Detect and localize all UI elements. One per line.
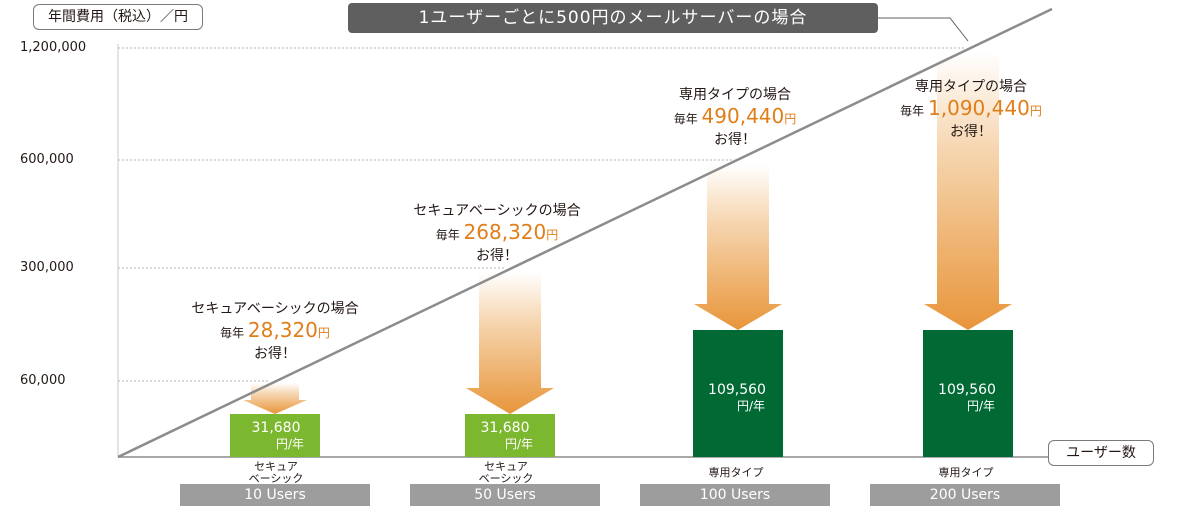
y-tick-60000: 60,000 <box>20 373 66 388</box>
savings-amount-row: 毎年 1,090,440円 <box>858 96 1084 123</box>
bar-value: 31,680 <box>480 420 530 436</box>
savings-amount: 28,320 <box>247 318 318 342</box>
savings-plan: セキュアベーシックの場合 <box>413 203 581 219</box>
bar-label-50-users: 31,680 円/年 <box>460 420 550 451</box>
savings-suffix: お得！ <box>714 132 756 148</box>
savings-annotation-10-users: セキュアベーシックの場合 毎年 28,320円 お得！ <box>170 300 380 363</box>
savings-amount-row: 毎年 490,440円 <box>630 104 840 131</box>
savings-plan: 専用タイプの場合 <box>915 79 1027 95</box>
category-line: 専用タイプ <box>938 466 994 479</box>
savings-annotation-100-users: 専用タイプの場合 毎年 490,440円 お得！ <box>630 86 840 149</box>
category-line: ベーシック <box>248 472 304 485</box>
savings-amount: 490,440 <box>701 104 785 128</box>
users-band-10: 10 Users <box>180 484 370 506</box>
users-band-100: 100 Users <box>640 484 830 506</box>
savings-suffix: お得！ <box>950 124 992 140</box>
bar-value: 109,560 <box>938 382 996 398</box>
savings-amount-row: 毎年 28,320円 <box>170 318 380 345</box>
grid-lines <box>118 47 965 382</box>
y-tick-300000: 300,000 <box>20 260 74 275</box>
bar-label-100-users: 109,560 円/年 <box>692 382 782 413</box>
savings-arrow-50-users <box>466 272 554 414</box>
title-leader-line <box>878 17 969 42</box>
bar-100-users <box>693 330 783 457</box>
bar-label-200-users: 109,560 円/年 <box>922 382 1012 413</box>
category-label-10-users: セキュア ベーシック <box>181 461 371 485</box>
reference-line-title: 1ユーザーごとに500円のメールサーバーの場合 <box>348 3 878 33</box>
savings-arrow-100-users <box>694 164 782 330</box>
savings-unit: 円 <box>317 326 330 340</box>
x-axis-label: ユーザー数 <box>1048 440 1154 466</box>
savings-annotation-50-users: セキュアベーシックの場合 毎年 268,320円 お得！ <box>392 202 602 265</box>
bar-value: 31,680 <box>251 420 301 436</box>
savings-arrows <box>243 52 1012 414</box>
reference-line-500yen <box>117 7 1053 459</box>
savings-annotation-200-users: 専用タイプの場合 毎年 1,090,440円 お得！ <box>858 78 1084 141</box>
category-line: セキュア <box>484 460 528 473</box>
savings-amount-row: 毎年 268,320円 <box>392 220 602 247</box>
savings-prefix: 毎年 <box>673 112 698 126</box>
y-tick-1200000: 1,200,000 <box>20 40 87 55</box>
y-axis-label: 年間費用（税込）／円 <box>33 4 203 30</box>
savings-suffix: お得！ <box>476 248 518 264</box>
category-label-50-users: セキュア ベーシック <box>411 461 601 485</box>
users-band-200: 200 Users <box>870 484 1060 506</box>
category-line: 専用タイプ <box>708 466 764 479</box>
savings-plan: 専用タイプの場合 <box>679 87 791 103</box>
savings-plan: セキュアベーシックの場合 <box>191 301 359 317</box>
bars <box>230 330 1013 457</box>
savings-amount: 268,320 <box>463 220 547 244</box>
savings-prefix: 毎年 <box>900 104 925 118</box>
bar-unit: 円/年 <box>966 399 996 413</box>
savings-prefix: 毎年 <box>220 326 245 340</box>
bar-unit: 円/年 <box>275 437 305 451</box>
savings-unit: 円 <box>1029 104 1042 118</box>
category-line: ベーシック <box>478 472 534 485</box>
users-band-50: 50 Users <box>410 484 600 506</box>
savings-prefix: 毎年 <box>435 228 460 242</box>
bar-label-10-users: 31,680 円/年 <box>231 420 321 451</box>
savings-amount: 1,090,440 <box>928 96 1030 120</box>
savings-suffix: お得！ <box>254 346 296 362</box>
bar-200-users <box>923 330 1013 457</box>
bar-value: 109,560 <box>708 382 766 398</box>
bar-50-users <box>465 414 555 457</box>
category-label-100-users: 専用タイプ <box>641 467 831 479</box>
bar-10-users <box>230 414 320 457</box>
bar-unit: 円/年 <box>504 437 534 451</box>
savings-unit: 円 <box>784 112 797 126</box>
bar-unit: 円/年 <box>736 399 766 413</box>
savings-unit: 円 <box>546 228 559 242</box>
savings-arrow-10-users <box>243 383 307 414</box>
y-tick-600000: 600,000 <box>20 152 74 167</box>
savings-arrow-200-users <box>924 52 1012 330</box>
category-label-200-users: 専用タイプ <box>871 467 1061 479</box>
category-line: セキュア <box>254 460 298 473</box>
